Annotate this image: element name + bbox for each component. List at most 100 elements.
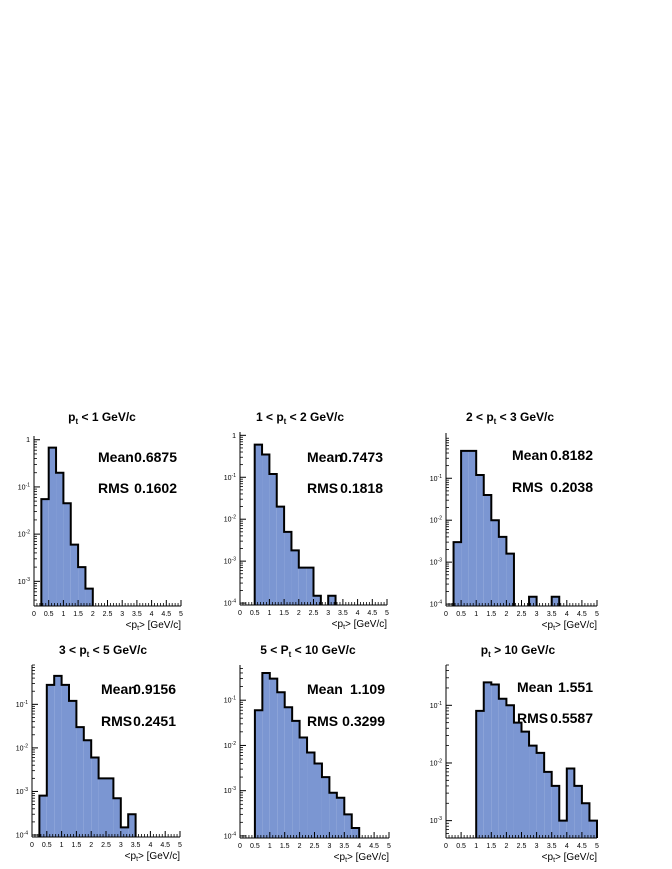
panel-title: pt < 1 GeV/c — [68, 410, 136, 426]
x-tick-label: 1.5 — [279, 610, 289, 617]
x-tick-label: 2 — [91, 611, 95, 618]
histogram-bin — [46, 684, 55, 837]
x-tick-label: 3 — [120, 611, 124, 618]
x-tick-label: 4.5 — [160, 842, 170, 849]
histogram-bin — [128, 814, 136, 837]
title-text: p — [68, 410, 75, 424]
y-tick-exponent: -3 — [24, 787, 29, 793]
histogram-bin — [351, 827, 360, 838]
x-tick-label: 4 — [565, 611, 569, 618]
histogram-bin — [314, 763, 322, 838]
x-tick-label: 2.5 — [517, 611, 527, 618]
histogram-bin — [70, 544, 79, 606]
x-tick-label: 0.5 — [250, 843, 260, 850]
x-tick-label: 2.5 — [517, 843, 527, 850]
histogram-bin — [491, 684, 499, 838]
histogram-bin — [476, 710, 484, 838]
y-tick-exponent: -1 — [438, 701, 443, 707]
stat-rms-value: 0.3299 — [342, 713, 385, 729]
xlabel-text: <p — [125, 851, 137, 862]
stat-rms-value: 0.2451 — [133, 713, 176, 729]
y-tick-base: 10 — [430, 518, 438, 525]
stat-rms-label: RMS — [307, 480, 338, 496]
title-text: 3 < p — [59, 643, 87, 657]
title-text: p — [481, 643, 488, 657]
x-tick-label: 3.5 — [338, 610, 348, 617]
histogram-bin — [536, 752, 545, 838]
y-tick-base: 10 — [430, 476, 438, 483]
y-tick-label: 10-4 — [16, 831, 28, 840]
histogram-bin — [566, 768, 575, 838]
histogram-bin — [54, 675, 62, 837]
y-tick-exponent: -3 — [438, 558, 443, 564]
histogram-bin — [56, 472, 64, 606]
x-tick-label: 0.5 — [44, 611, 54, 618]
stat-rms-label: RMS — [517, 710, 548, 726]
histogram-bin — [69, 700, 77, 837]
y-tick-label: 10-2 — [16, 743, 28, 752]
y-tick-base: 10 — [430, 560, 438, 567]
histogram-bin — [551, 785, 560, 838]
x-tick-label: 5 — [595, 843, 599, 850]
y-tick-label: 10-2 — [224, 515, 236, 524]
stat-mean-label: Mean — [517, 679, 553, 695]
histogram-bin — [491, 520, 499, 606]
histogram-bin — [78, 567, 86, 606]
stat-rms-label: RMS — [98, 480, 129, 496]
xlabel-subscript: t — [553, 857, 555, 864]
histogram-bin — [329, 792, 337, 838]
x-tick-label: 2.5 — [310, 843, 320, 850]
y-tick-base: 10 — [430, 760, 438, 767]
stat-rms-label: RMS — [101, 713, 132, 729]
histogram-bin — [529, 745, 537, 838]
xlabel-subscript: t — [137, 625, 139, 632]
x-tick-label: 0 — [30, 842, 34, 849]
y-tick-base: 10 — [224, 559, 232, 566]
y-tick-base: 10 — [18, 579, 26, 586]
histogram-bins — [476, 682, 597, 838]
histogram-bin — [313, 595, 321, 605]
x-tick-label: 2.5 — [101, 842, 111, 849]
x-tick-label: 5 — [178, 842, 182, 849]
stat-rms-value: 0.5587 — [550, 710, 593, 726]
x-axis-label: <pt> [GeV/c] — [334, 852, 390, 864]
x-tick-label: 1 — [61, 611, 65, 618]
histogram-outline — [40, 446, 94, 606]
x-tick-label: 4.5 — [577, 843, 587, 850]
stat-rms-label: RMS — [512, 479, 543, 495]
y-tick-label: 10-1 — [224, 473, 236, 482]
y-tick-base: 10 — [16, 789, 24, 796]
x-tick-label: 1 — [60, 842, 64, 849]
y-tick-label: 1 — [232, 433, 236, 440]
histogram-bin — [476, 474, 484, 606]
x-tick-label: 0.5 — [456, 843, 466, 850]
histogram-bin — [468, 450, 477, 606]
xlabel-subscript: t — [345, 857, 347, 864]
y-tick-base: 10 — [18, 484, 26, 491]
histogram-panel-2: 0 0.5 1 1.5 2 2.5 3 3.5 4 4.5 5110-110-210-310-41 … — [224, 410, 389, 631]
x-tick-label: 4 — [357, 843, 361, 850]
histogram-bin — [85, 588, 93, 606]
x-tick-label: 0 — [32, 611, 36, 618]
histogram-bin — [61, 684, 69, 837]
x-tick-label: 2.5 — [309, 610, 319, 617]
y-tick-base: 10 — [430, 703, 438, 710]
panel-title: 1 < pt < 2 GeV/c — [256, 410, 344, 426]
y-tick-exponent: -2 — [232, 515, 237, 521]
stat-mean-label: Mean — [307, 681, 343, 697]
panel-title: 2 < pt < 3 GeV/c — [466, 410, 554, 426]
histogram-bin — [328, 595, 336, 605]
panel-title: pt > 10 GeV/c — [481, 643, 556, 659]
y-tick-exponent: -4 — [24, 831, 29, 837]
histogram-bin — [277, 692, 285, 838]
y-tick-exponent: -2 — [232, 741, 237, 747]
histogram-bin — [254, 444, 263, 605]
y-tick-base: 10 — [224, 788, 232, 795]
x-tick-label: 1 — [474, 843, 478, 850]
y-tick-label: 10-3 — [430, 816, 442, 825]
x-tick-label: 3.5 — [131, 842, 141, 849]
histogram-bin — [581, 803, 590, 838]
histogram-bin — [461, 450, 469, 606]
xlabel-text-rest: > [GeV/c] — [345, 619, 387, 630]
